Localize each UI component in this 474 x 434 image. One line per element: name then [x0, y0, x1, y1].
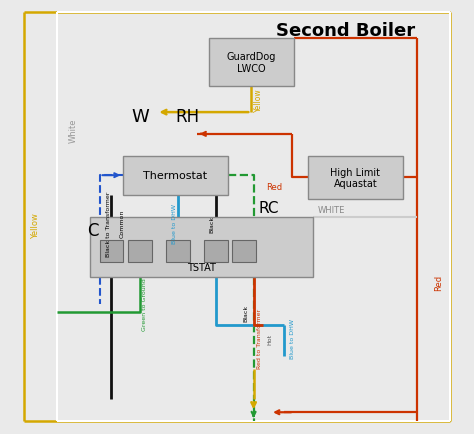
Text: Blue to DHW: Blue to DHW: [291, 319, 295, 358]
FancyBboxPatch shape: [204, 241, 228, 263]
Text: Hot: Hot: [268, 333, 273, 344]
Text: High Limit
Aquastat: High Limit Aquastat: [330, 167, 381, 189]
Text: Red: Red: [434, 274, 443, 290]
Text: TSTAT: TSTAT: [187, 262, 216, 272]
FancyBboxPatch shape: [308, 156, 403, 200]
Text: Yellow: Yellow: [31, 213, 40, 239]
Text: W: W: [131, 108, 149, 126]
Text: Black: Black: [210, 215, 215, 232]
Text: Black to Transformer: Black to Transformer: [106, 191, 110, 256]
Text: Yellow: Yellow: [254, 88, 263, 112]
Text: Red: Red: [266, 182, 282, 191]
Text: Common: Common: [120, 209, 125, 238]
FancyBboxPatch shape: [209, 39, 294, 87]
FancyBboxPatch shape: [232, 241, 256, 263]
Text: Black: Black: [243, 304, 248, 321]
Text: Second Boiler: Second Boiler: [276, 22, 416, 39]
Text: White: White: [69, 118, 78, 142]
Text: GuardDog
LWCO: GuardDog LWCO: [227, 52, 276, 74]
FancyBboxPatch shape: [166, 241, 190, 263]
Text: Green to Ground: Green to Ground: [142, 277, 147, 330]
FancyBboxPatch shape: [90, 217, 313, 278]
Text: Blue to DHW: Blue to DHW: [172, 204, 177, 243]
Text: RH: RH: [175, 108, 199, 126]
FancyBboxPatch shape: [123, 156, 228, 195]
Text: RC: RC: [258, 201, 279, 216]
Text: Thermostat: Thermostat: [143, 171, 208, 181]
FancyBboxPatch shape: [100, 241, 123, 263]
Text: WHITE: WHITE: [318, 206, 345, 215]
FancyBboxPatch shape: [128, 241, 152, 263]
Text: C: C: [87, 221, 98, 239]
Text: Red to Transformer: Red to Transformer: [257, 309, 262, 368]
